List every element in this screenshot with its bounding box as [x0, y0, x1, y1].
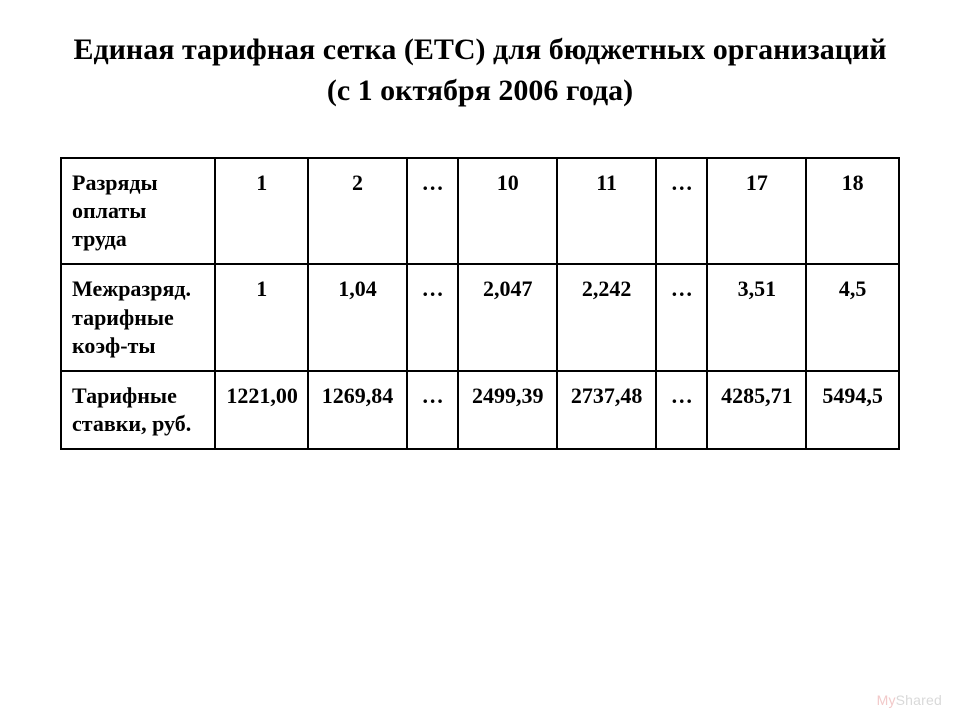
watermark: MyShared — [877, 692, 942, 708]
cell: 1221,00 — [215, 371, 308, 449]
cell: 3,51 — [707, 264, 806, 370]
cell: … — [656, 371, 707, 449]
cell: 5494,5 — [806, 371, 899, 449]
watermark-prefix: My — [877, 692, 896, 708]
cell: 18 — [806, 158, 899, 264]
table-row: Межразряд. тарифные коэф-ты 1 1,04 … 2,0… — [61, 264, 899, 370]
cell: 2 — [308, 158, 407, 264]
label-line: Разряды — [72, 169, 204, 197]
row-label: Тарифные ставки, руб. — [61, 371, 215, 449]
cell: 2,047 — [458, 264, 557, 370]
cell: 4285,71 — [707, 371, 806, 449]
label-line: коэф-ты — [72, 332, 204, 360]
cell: 1 — [215, 158, 308, 264]
cell: 17 — [707, 158, 806, 264]
cell: 1 — [215, 264, 308, 370]
cell: 1,04 — [308, 264, 407, 370]
label-line: оплаты — [72, 197, 204, 225]
tariff-table: Разряды оплаты труда 1 2 … 10 11 … 17 18… — [60, 157, 900, 450]
row-label: Разряды оплаты труда — [61, 158, 215, 264]
cell: … — [407, 371, 458, 449]
cell: … — [656, 264, 707, 370]
cell: … — [656, 158, 707, 264]
label-line: ставки, руб. — [72, 410, 204, 438]
label-line: Тарифные — [72, 382, 204, 410]
row-label: Межразряд. тарифные коэф-ты — [61, 264, 215, 370]
cell: 2499,39 — [458, 371, 557, 449]
cell: 11 — [557, 158, 656, 264]
table-row: Тарифные ставки, руб. 1221,00 1269,84 … … — [61, 371, 899, 449]
label-line: труда — [72, 225, 204, 253]
slide: Единая тарифная сетка (ЕТС) для бюджетны… — [0, 0, 960, 720]
table-row: Разряды оплаты труда 1 2 … 10 11 … 17 18 — [61, 158, 899, 264]
cell: 4,5 — [806, 264, 899, 370]
cell: 10 — [458, 158, 557, 264]
cell: … — [407, 158, 458, 264]
watermark-suffix: Shared — [896, 692, 942, 708]
cell: 2737,48 — [557, 371, 656, 449]
cell: … — [407, 264, 458, 370]
cell: 1269,84 — [308, 371, 407, 449]
label-line: Межразряд. тарифные — [72, 275, 204, 331]
page-title: Единая тарифная сетка (ЕТС) для бюджетны… — [70, 30, 890, 111]
cell: 2,242 — [557, 264, 656, 370]
